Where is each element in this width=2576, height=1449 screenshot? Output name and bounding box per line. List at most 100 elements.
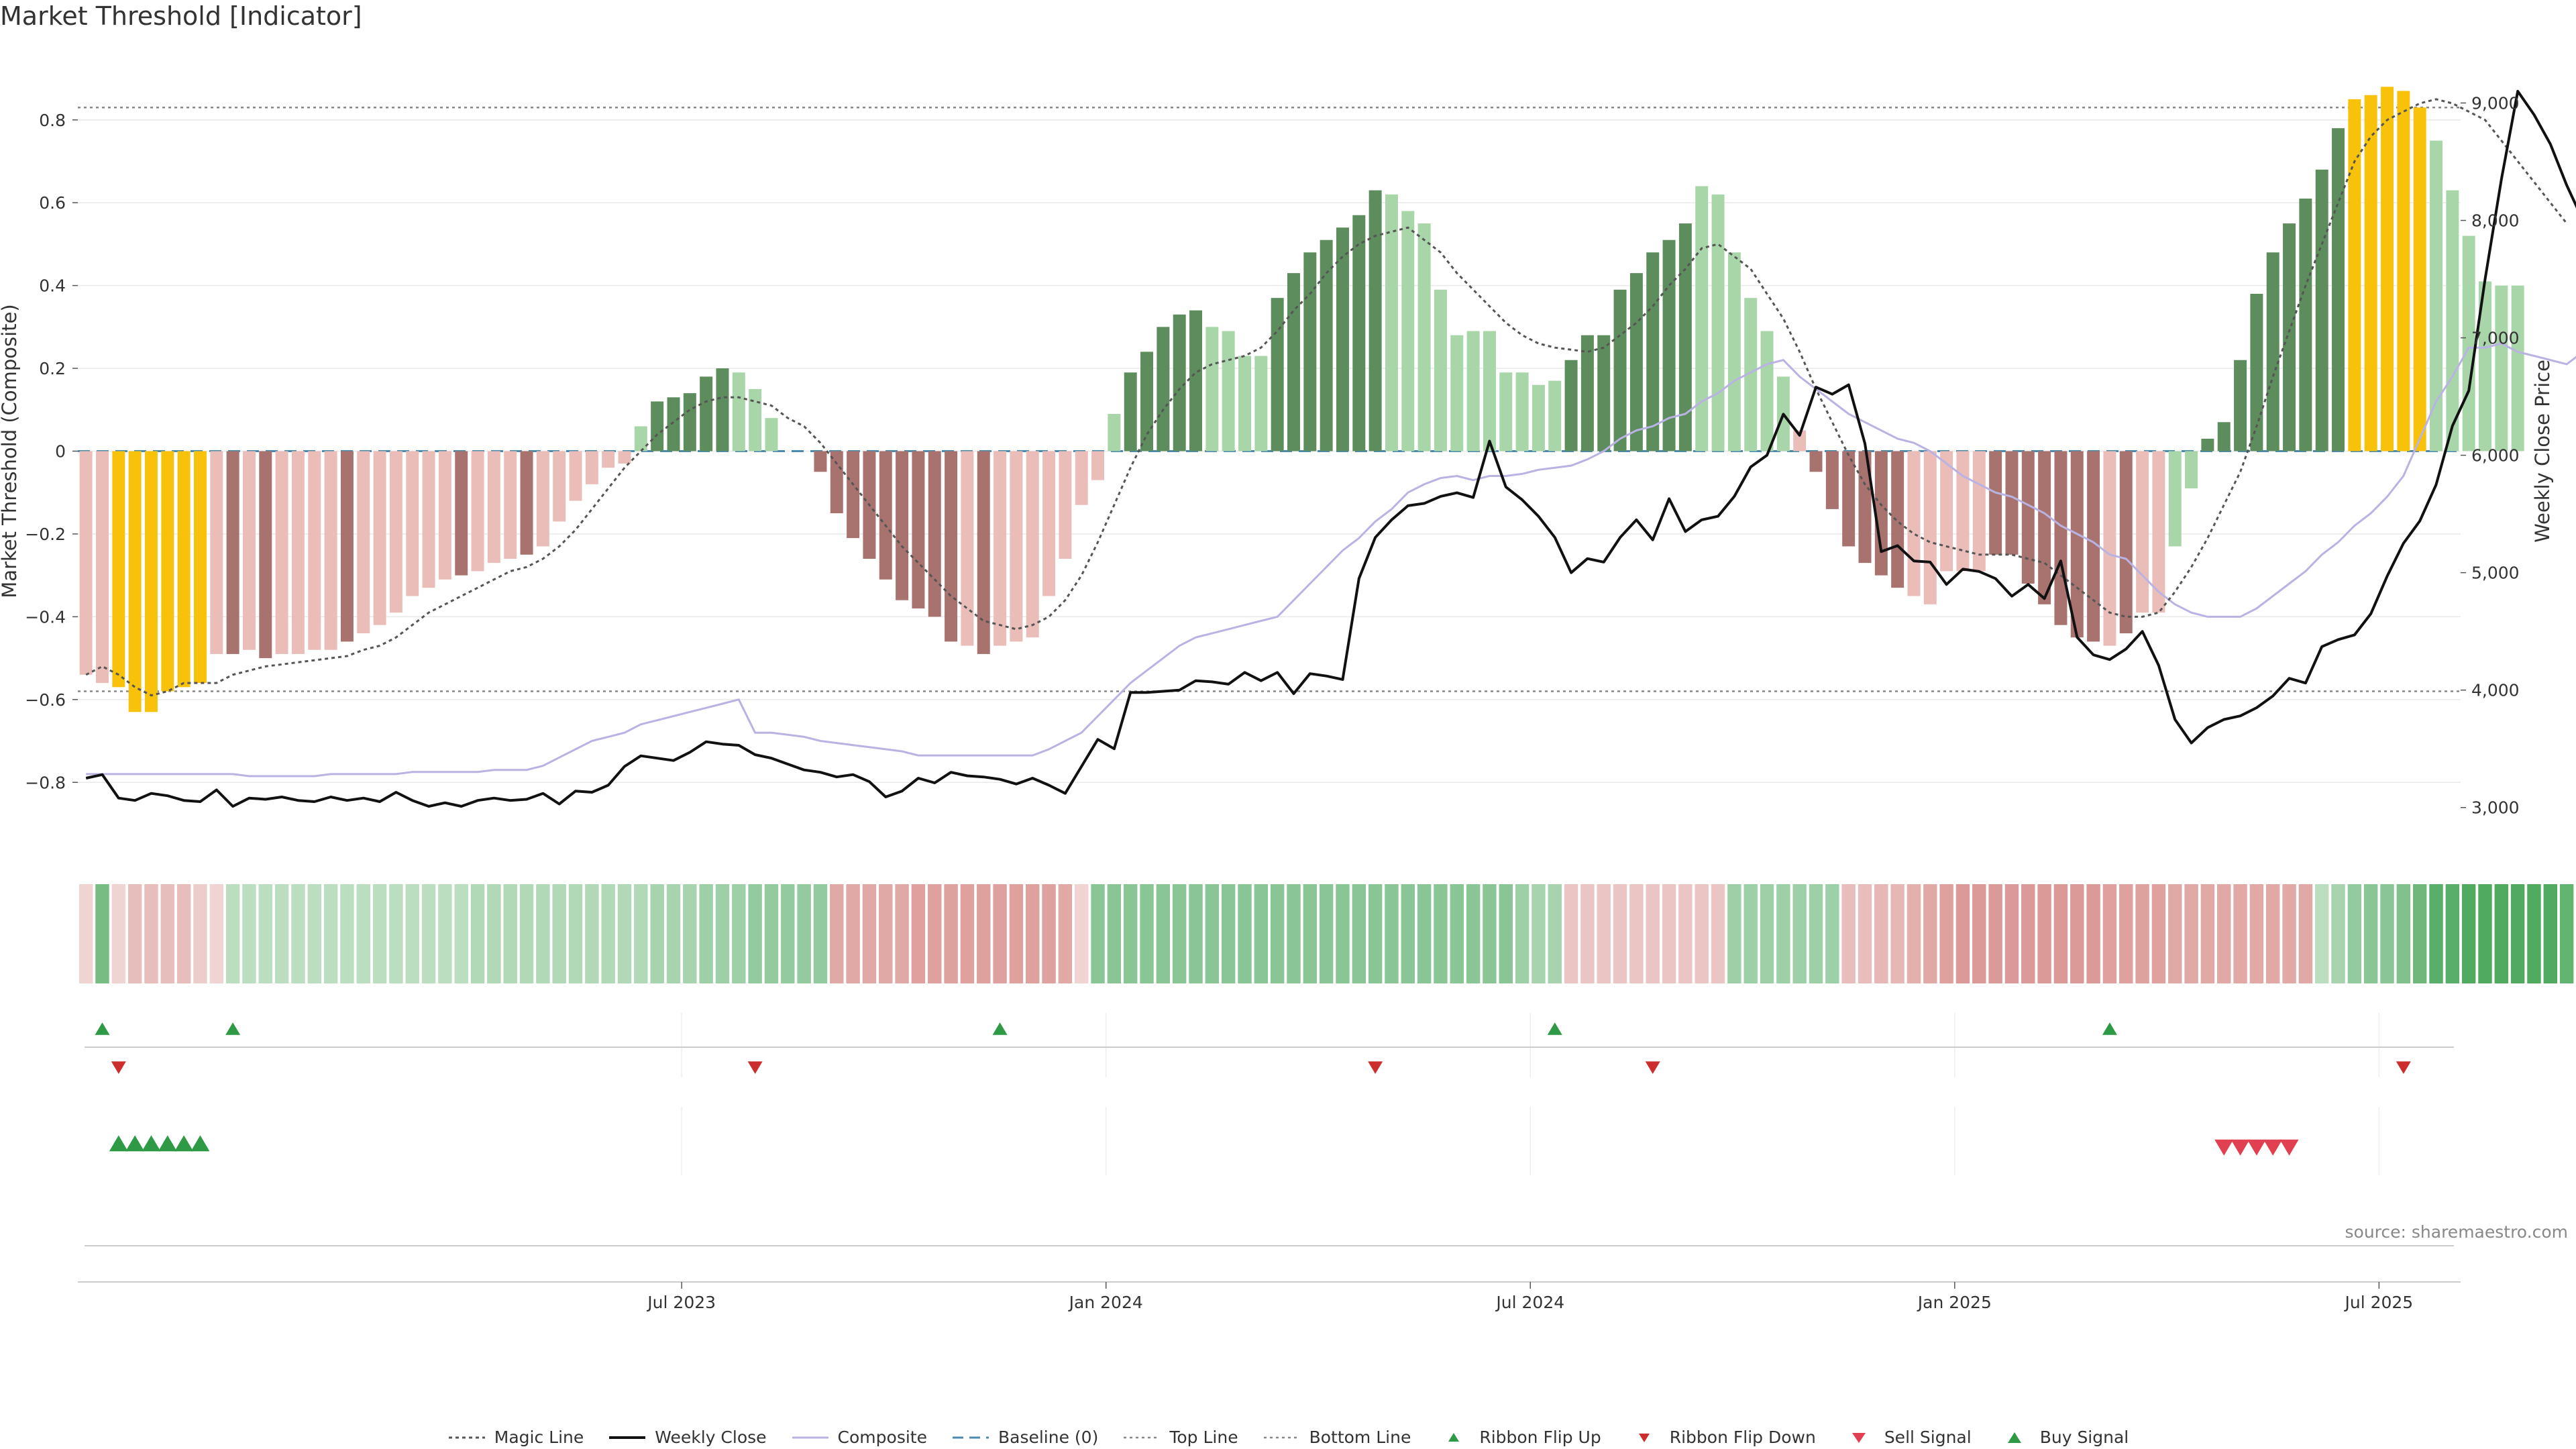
sell-signal-marker <box>2279 1139 2299 1156</box>
ribbon-cell <box>895 884 909 983</box>
ribbon-cell <box>1417 884 1432 983</box>
buy-signal-marker <box>125 1135 145 1152</box>
ribbon-cell <box>797 884 811 983</box>
reference-lines <box>78 106 2461 692</box>
legend-item: Ribbon Flip Down <box>1625 1428 1816 1447</box>
ribbon-cell <box>1319 884 1334 983</box>
ribbon-cell <box>977 884 991 983</box>
composite-bar <box>2315 169 2328 451</box>
composite-bar <box>2283 223 2296 451</box>
composite-bar <box>1385 194 1398 451</box>
composite-bar <box>1108 413 1121 451</box>
legend-swatch <box>792 1436 828 1438</box>
composite-bar <box>340 451 354 642</box>
ribbon-cell <box>307 884 321 983</box>
ribbon-flip-down-marker <box>1368 1061 1383 1074</box>
ribbon-cell <box>1890 884 1904 983</box>
buy-signal-marker <box>174 1135 194 1152</box>
ribbon-cell <box>1532 884 1546 983</box>
ribbon-cell <box>176 884 191 983</box>
composite-bar <box>1793 430 1807 451</box>
composite-bar <box>128 451 142 712</box>
composite-bar <box>422 451 435 588</box>
ribbon-cell <box>568 884 583 983</box>
ribbon-cell <box>1238 884 1252 983</box>
ribbon-cell <box>1254 884 1269 983</box>
ribbon-cell <box>2184 884 2198 983</box>
legend-label: Sell Signal <box>1884 1428 1972 1447</box>
y2-tick-label: 6,000 <box>2471 446 2520 466</box>
ribbon-cell <box>2102 884 2117 983</box>
composite-bar <box>1059 451 1072 559</box>
composite-bar <box>634 426 647 451</box>
composite-bar <box>1891 451 1904 588</box>
ribbon-cell <box>1026 884 1040 983</box>
buy-signal-marker <box>142 1135 161 1152</box>
ribbon-cell <box>2086 884 2100 983</box>
ribbon-cell <box>1972 884 1986 983</box>
composite-bar <box>1336 227 1349 451</box>
composite-bar <box>1940 451 1953 572</box>
composite-bar <box>308 451 321 650</box>
ribbon-cell <box>928 884 942 983</box>
composite-bar <box>455 451 468 576</box>
ribbon-cell <box>715 884 730 983</box>
ribbon-cell <box>1841 884 1856 983</box>
ribbon-cell <box>2282 884 2296 983</box>
ribbon-cell <box>1809 884 1823 983</box>
ribbon-cell <box>2021 884 2035 983</box>
legend-item: Buy Signal <box>1996 1428 2129 1447</box>
ribbon-cell <box>389 884 403 983</box>
ribbon-cell <box>650 884 664 983</box>
ribbon-cell <box>405 884 419 983</box>
composite-bar <box>1989 451 2002 555</box>
composite-bar <box>1678 223 1692 451</box>
ribbon-cell <box>470 884 485 983</box>
ribbon-cell <box>1760 884 1774 983</box>
chart-title: Market Threshold [Indicator] <box>0 1 362 31</box>
ribbon-cell <box>585 884 599 983</box>
composite-bar <box>879 451 892 580</box>
composite-bar <box>1091 451 1105 480</box>
legend-swatch <box>952 1436 989 1438</box>
composite-bar <box>683 393 696 451</box>
composite-bar <box>2038 451 2051 604</box>
ribbon-cell <box>111 884 126 983</box>
ribbon-cell <box>1221 884 1236 983</box>
y2-tick-label: 5,000 <box>2471 564 2520 583</box>
composite-bar <box>471 451 484 572</box>
ribbon-cell <box>1091 884 1105 983</box>
composite-bar <box>2446 190 2459 451</box>
ribbon-cell <box>1450 884 1464 983</box>
composite-bar <box>2234 360 2247 451</box>
ribbon-cell <box>1434 884 1448 983</box>
composite-bar <box>291 451 305 654</box>
ribbon-cell <box>1776 884 1790 983</box>
ribbon-cell <box>1270 884 1285 983</box>
ribbon-cell <box>1205 884 1220 983</box>
ribbon-cell <box>2004 884 2019 983</box>
composite-bar <box>928 451 941 617</box>
composite-bar <box>1646 252 1660 451</box>
legend-item: Bottom Line <box>1263 1428 1411 1447</box>
composite-bar <box>569 451 582 501</box>
composite-bar <box>830 451 843 514</box>
y2-tick-label: 8,000 <box>2471 211 2520 231</box>
y2-tick-label: 7,000 <box>2471 329 2520 348</box>
composite-bar <box>1320 239 1333 451</box>
ribbon-flip-down-marker <box>747 1061 763 1074</box>
ribbon-cell <box>2266 884 2280 983</box>
ribbon-cell <box>209 884 224 983</box>
ribbon-cell <box>2396 884 2411 983</box>
y2-tick-label: 4,000 <box>2471 681 2520 700</box>
ribbon-cell <box>2135 884 2149 983</box>
composite-bar <box>765 418 778 451</box>
ribbon-cell <box>2217 884 2231 983</box>
ribbon-strip <box>78 884 2574 983</box>
y-tick-label: −0.8 <box>25 773 66 792</box>
composite-bar <box>1629 273 1643 451</box>
ribbon-cell <box>2314 884 2329 983</box>
composite-bar <box>1695 186 1709 451</box>
ribbon-cell <box>78 884 93 983</box>
composite-bar <box>994 451 1007 646</box>
